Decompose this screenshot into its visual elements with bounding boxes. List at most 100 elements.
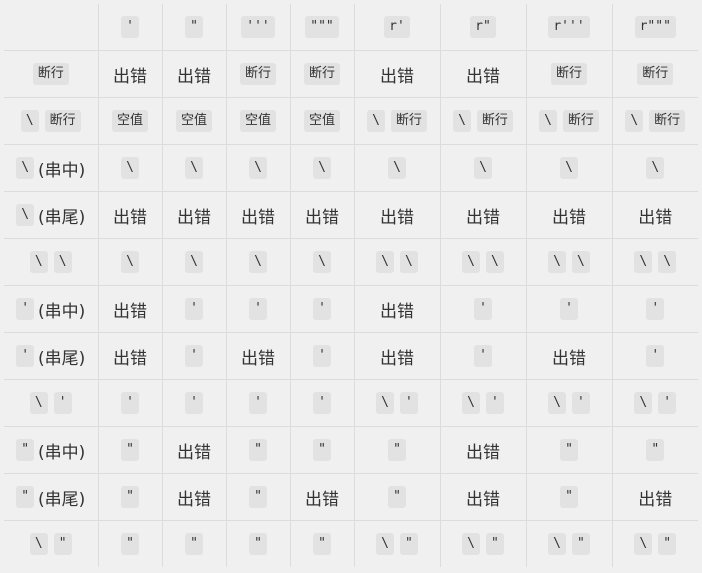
table-cell: "	[289, 520, 355, 567]
table-cell: 断行	[525, 50, 613, 98]
table-cell: 出错	[353, 332, 441, 380]
code-token: "	[16, 486, 35, 508]
table-cell: 断行	[289, 50, 355, 98]
row-header: " (串中)	[4, 426, 99, 474]
table-cell: 出错	[225, 332, 291, 380]
table-cell: \	[225, 144, 291, 192]
code-token: "	[572, 533, 590, 555]
table-cell: \	[353, 144, 441, 192]
cell-text: (串尾)	[38, 207, 86, 228]
column-header: r"""	[611, 4, 698, 51]
code-token: "	[646, 439, 665, 461]
code-token: '	[474, 345, 492, 367]
code-token: \	[646, 157, 665, 179]
table-row: ' (串中) 出错 ' ' ' 出错 ' ' '	[4, 285, 698, 333]
row-header: \ '	[4, 379, 99, 427]
code-token: \	[462, 251, 480, 273]
table-cell: 出错	[525, 332, 613, 380]
cell-text: 出错	[638, 489, 673, 510]
code-token: 断行	[32, 63, 69, 85]
table-cell: 出错	[161, 426, 227, 474]
code-token: \	[462, 392, 480, 414]
table-cell: 出错	[161, 50, 227, 98]
table-cell: 出错	[289, 473, 355, 521]
table-cell: '	[611, 332, 698, 380]
cell-text: 出错	[177, 442, 211, 463]
column-header-label: """	[305, 16, 339, 38]
table-cell: 空值	[161, 97, 227, 145]
table-row: 断行 出错 出错 断行 断行 出错 出错 断行 断行	[4, 50, 698, 98]
table-cell: 出错	[439, 473, 527, 521]
table-cell: 空值	[289, 97, 355, 145]
table-cell: 出错	[353, 285, 441, 333]
table-row: \ 断行 空值 空值 空值 空值 \ 断行 \ 断行 \ 断行 \ 断行	[4, 97, 698, 145]
table-cell: \	[439, 144, 527, 192]
code-token: '	[474, 298, 492, 320]
code-token: "	[53, 533, 72, 555]
column-header: r'''	[525, 4, 613, 51]
cell-text: 出错	[113, 207, 147, 228]
code-token: '	[249, 298, 267, 320]
code-token: '	[185, 392, 203, 414]
code-token: "	[249, 439, 267, 461]
cell-text: 出错	[466, 207, 500, 228]
code-token: "	[249, 533, 267, 555]
code-token: '	[313, 345, 331, 367]
table-row: \ (串中) \ \ \ \ \ \ \ \	[4, 144, 698, 192]
code-token: \	[249, 251, 267, 273]
cell-text: 出错	[177, 207, 211, 228]
code-token: '	[646, 345, 665, 367]
table-row: ' (串尾) 出错 ' 出错 ' 出错 ' 出错 '	[4, 332, 698, 380]
column-header: r'	[353, 4, 441, 51]
table-cell: '	[611, 285, 698, 333]
table-cell: '	[289, 285, 355, 333]
table-cell: \ "	[525, 520, 613, 567]
table-cell: \ 断行	[353, 97, 441, 145]
code-token: "	[16, 439, 35, 461]
cell-text: 出错	[466, 66, 500, 87]
table-cell: "	[97, 473, 163, 521]
cell-text: 出错	[177, 489, 211, 510]
table-cell: 出错	[439, 191, 527, 239]
code-token: \	[572, 251, 590, 273]
code-token: \	[486, 251, 504, 273]
row-header: " (串尾)	[4, 473, 99, 521]
table-cell: 出错	[611, 191, 698, 239]
table-cell: "	[97, 426, 163, 474]
code-token: '	[572, 392, 590, 414]
code-token: 断行	[303, 63, 340, 85]
table-cell: \ '	[611, 379, 698, 427]
table-cell: \ "	[611, 520, 698, 567]
column-header-label: '	[121, 16, 139, 38]
code-token: \	[53, 251, 72, 273]
table-cell: 出错	[353, 50, 441, 98]
code-token: "	[560, 439, 578, 461]
row-header: \ \	[4, 238, 99, 286]
code-token: '	[560, 298, 578, 320]
table-cell: 出错	[97, 332, 163, 380]
code-token: \	[462, 533, 480, 555]
code-token: 断行	[550, 63, 587, 85]
row-header: ' (串中)	[4, 285, 99, 333]
table-cell: '	[161, 379, 227, 427]
table-cell: \ '	[353, 379, 441, 427]
cell-text: (串尾)	[38, 348, 86, 369]
cell-text: 出错	[552, 207, 586, 228]
table-cell: "	[225, 473, 291, 521]
column-header: r"	[439, 4, 527, 51]
code-token: \	[121, 251, 139, 273]
table-cell: 出错	[439, 50, 527, 98]
table-cell: 出错	[97, 285, 163, 333]
row-header: 断行	[4, 50, 99, 98]
code-token: 断行	[562, 110, 599, 132]
table-cell: "	[353, 426, 441, 474]
table-cell: \	[611, 144, 698, 192]
code-token: 断行	[649, 110, 686, 132]
code-token: \	[548, 392, 566, 414]
cell-text: 出错	[466, 442, 500, 463]
code-token: "	[313, 533, 331, 555]
table-cell: 出错	[525, 191, 613, 239]
cell-text: 出错	[113, 66, 147, 87]
table-cell: \ '	[525, 379, 613, 427]
row-header: ' (串尾)	[4, 332, 99, 380]
